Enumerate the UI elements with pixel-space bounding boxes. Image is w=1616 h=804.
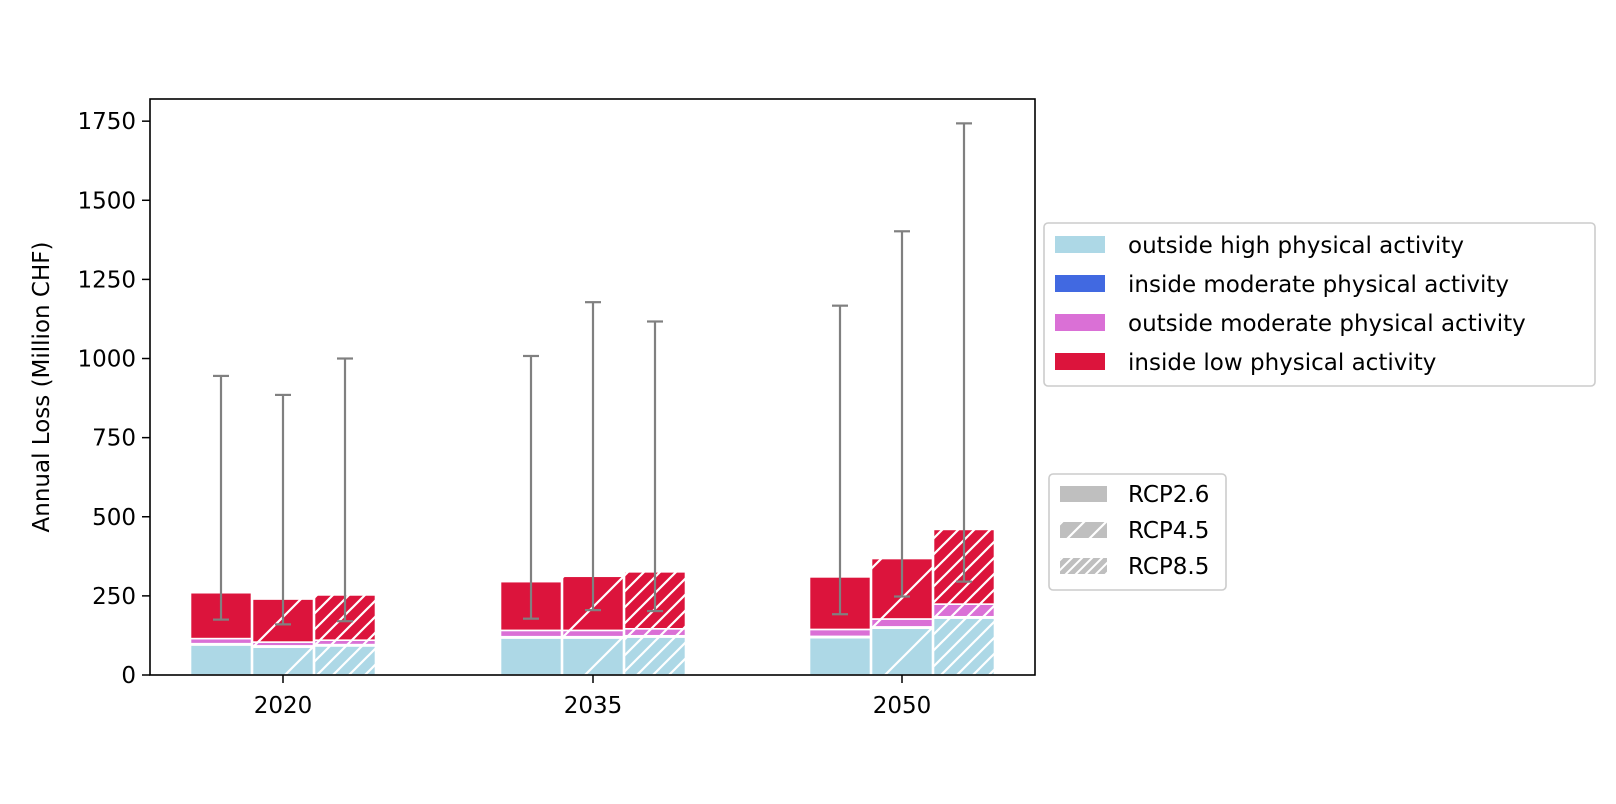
bar-2035-rcp8-5 xyxy=(623,571,687,676)
error-bar-2050-rcp8-5 xyxy=(956,122,972,583)
error-bars-layer xyxy=(213,122,972,626)
legend-label: outside moderate physical activity xyxy=(1128,311,1526,337)
x-tick-label: 2050 xyxy=(873,693,932,719)
legend-components: outside high physical activity inside mod… xyxy=(1043,222,1596,387)
error-bar-2020-rcp8-5 xyxy=(337,357,353,623)
legend-swatch-inside-moderate-physical-activity xyxy=(1055,275,1105,292)
bar-segment-hatch xyxy=(562,630,624,637)
bar-segment-outside-moderate-physical-activity xyxy=(808,628,872,638)
error-bar-2035-rcp8-5 xyxy=(647,320,663,613)
legend-label: outside high physical activity xyxy=(1128,233,1464,259)
y-tick-label: 1500 xyxy=(77,188,136,214)
x-tick-label: 2020 xyxy=(254,693,313,719)
bar-segment-hatch xyxy=(252,642,314,646)
legend-swatch-hatch xyxy=(1060,522,1107,538)
error-bar-2035-rcp2-6 xyxy=(523,354,539,620)
legend-label: RCP4.5 xyxy=(1128,518,1209,544)
y-tick-label: 250 xyxy=(92,584,136,610)
bar-segment-hatch xyxy=(871,628,933,675)
bar-segment-hatch xyxy=(624,628,686,636)
error-bar-2020-rcp2-6 xyxy=(213,374,229,621)
bar-segment-hatch xyxy=(871,618,933,627)
bar-segment-outside-high-physical-activity xyxy=(808,636,872,676)
bar-segment-outside-high-physical-activity xyxy=(499,637,563,676)
bar-segment-hatch xyxy=(933,604,995,617)
bar-2050-rcp8-5 xyxy=(932,528,996,676)
x-axis: 2020 2035 2050 xyxy=(254,675,932,719)
legend-swatch-rcp2-6 xyxy=(1060,486,1107,502)
legend-swatch-inside-low-physical-activity xyxy=(1055,353,1105,370)
bar-segment-outside-moderate-physical-activity xyxy=(499,629,563,638)
bar-segment-hatch xyxy=(624,637,686,675)
error-bar-2020-rcp4-5 xyxy=(275,393,291,626)
bar-2035-rcp4-5 xyxy=(561,575,625,676)
y-tick-label: 1250 xyxy=(77,267,136,293)
legend-swatch-outside-high-physical-activity xyxy=(1055,236,1105,253)
y-axis: 0 250 500 750 1000 1250 1500 1750 xyxy=(77,109,150,689)
bar-segment-hatch xyxy=(562,637,624,675)
y-tick-label: 750 xyxy=(92,426,136,452)
y-axis-label: Annual Loss (Million CHF) xyxy=(29,242,55,533)
legend-swatch-outside-moderate-physical-activity xyxy=(1055,314,1105,331)
x-tick-label: 2035 xyxy=(564,693,623,719)
bar-segment-outside-high-physical-activity xyxy=(189,644,253,676)
legend-label: RCP2.6 xyxy=(1128,482,1209,508)
legend-box xyxy=(1043,222,1596,387)
legend-swatch-hatch xyxy=(1060,558,1107,574)
error-bar-2050-rcp4-5 xyxy=(894,230,910,598)
y-tick-label: 0 xyxy=(121,663,136,689)
legend-label: inside low physical activity xyxy=(1128,350,1436,376)
bar-segment-hatch xyxy=(933,618,995,675)
bar-segment-hatch xyxy=(314,645,376,675)
error-bar-2050-rcp2-6 xyxy=(832,304,848,616)
y-tick-label: 1750 xyxy=(77,109,136,135)
y-tick-label: 1000 xyxy=(77,347,136,373)
bar-segment-hatch xyxy=(252,647,314,675)
y-tick-label: 500 xyxy=(92,505,136,531)
error-bar-2035-rcp4-5 xyxy=(585,301,601,612)
legend-scenarios: RCP2.6 RCP4.5 RCP8.5 xyxy=(1048,473,1227,591)
legend-label: inside moderate physical activity xyxy=(1128,272,1509,298)
bar-segment-hatch xyxy=(314,640,376,645)
legend-label: RCP8.5 xyxy=(1128,554,1209,580)
